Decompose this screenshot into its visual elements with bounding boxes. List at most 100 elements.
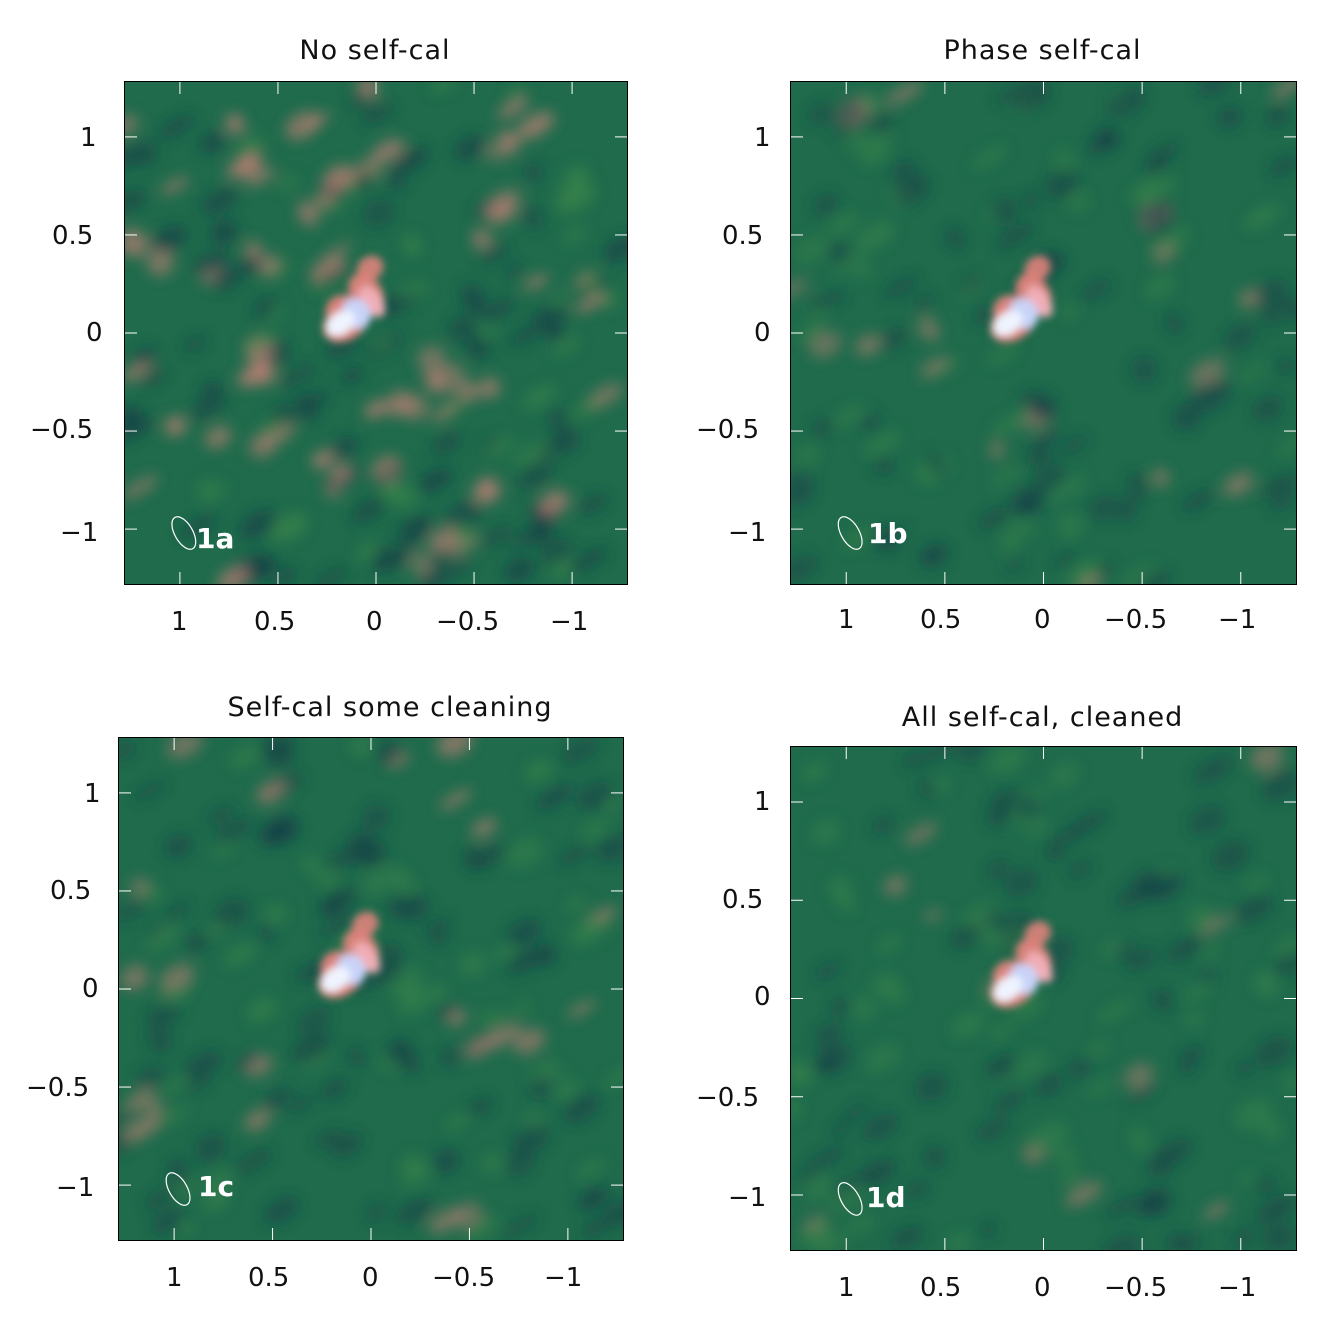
negative-noise-blob [1262,305,1282,326]
negative-noise-blob [815,1022,844,1048]
source-component [326,310,356,337]
negative-noise-blob [1066,1056,1094,1079]
positive-noise-blob [924,908,942,922]
negative-noise-blob [1092,561,1114,578]
negative-noise-blob [307,390,330,407]
negative-noise-blob [354,172,374,191]
negative-noise-blob [361,103,394,125]
negative-noise-blob [1146,200,1172,218]
positive-noise-blob [472,483,492,504]
negative-noise-blob [314,566,348,584]
positive-noise-blob [882,980,906,1005]
panel-title: Phase self-cal [943,35,1142,66]
negative-noise-blob [561,738,600,764]
positive-noise-blob [409,551,435,577]
x-tick-label: 0 [362,1263,379,1293]
positive-noise-blob [513,1028,546,1055]
positive-noise-blob [975,919,996,945]
negative-noise-blob [180,514,218,539]
positive-noise-blob [245,167,276,188]
negative-noise-blob [923,1145,946,1169]
positive-noise-blob [330,463,353,484]
negative-noise-blob [439,1047,459,1068]
negative-noise-blob [871,815,895,835]
positive-noise-blob [959,280,987,299]
negative-noise-blob [1254,1035,1293,1068]
positive-noise-blob [510,442,547,467]
negative-noise-blob [140,368,166,387]
negative-noise-blob [914,1072,948,1102]
negative-noise-blob [890,160,915,179]
negative-noise-blob [977,507,1010,530]
y-tick-label: −0.5 [696,415,760,445]
positive-noise-blob [203,1189,229,1211]
positive-noise-blob [1222,471,1254,497]
negative-noise-blob [506,949,541,975]
positive-noise-blob [1200,944,1219,961]
beam-ellipse [171,516,197,550]
y-tick-label: 0 [82,974,99,1004]
positive-noise-blob [1048,476,1087,502]
positive-noise-blob [516,111,555,140]
negative-noise-blob [396,1197,434,1225]
negative-noise-blob [1139,570,1170,584]
x-tick-label: −0.5 [436,607,500,637]
radio-image-map [124,81,628,585]
negative-noise-blob [506,918,542,947]
positive-noise-blob [855,220,895,251]
positive-noise-blob [883,875,908,896]
negative-noise-blob [808,102,834,126]
x-tick-label: −0.5 [432,1263,496,1293]
negative-noise-blob [504,1149,535,1177]
x-tick-label: −1 [1218,605,1257,635]
negative-noise-blob [151,225,188,254]
positive-noise-blob [945,1233,970,1250]
positive-noise-blob [830,404,866,429]
positive-noise-blob [506,837,543,869]
positive-noise-blob [566,999,596,1019]
tick-marks [119,738,623,1240]
positive-noise-blob [125,114,139,137]
positive-noise-blob [125,360,153,382]
positive-noise-blob [538,490,570,516]
negative-noise-blob [1223,322,1258,350]
negative-noise-blob [1193,755,1233,785]
y-tick-label: −1 [60,518,99,548]
x-tick-label: −0.5 [1104,1273,1168,1303]
noise-field [119,738,623,1240]
negative-noise-blob [1261,769,1296,802]
positive-noise-blob [507,84,527,101]
negative-noise-blob [1019,390,1038,405]
y-tick-label: 0.5 [52,221,94,251]
negative-noise-blob [580,1186,613,1209]
positive-noise-blob [809,331,842,359]
positive-noise-blob [1028,1121,1069,1154]
negative-noise-blob [319,1078,349,1100]
positive-noise-blob [1151,468,1170,487]
positive-noise-blob [452,521,475,547]
negative-noise-blob [330,436,359,460]
negative-noise-blob [1095,126,1116,149]
positive-noise-blob [803,1173,832,1201]
positive-noise-blob [1275,432,1296,457]
panel-label: 1c [198,1170,235,1203]
positive-noise-blob [832,251,868,275]
negative-noise-blob [891,1225,923,1250]
negative-noise-blob [996,223,1035,249]
positive-noise-blob [146,249,175,277]
negative-noise-blob [1070,810,1108,835]
positive-noise-blob [791,1065,818,1088]
panel-label: 1a [196,522,235,555]
negative-noise-blob [1034,1072,1063,1097]
negative-noise-blob [535,784,575,811]
x-tick-label: 1 [171,607,188,637]
positive-noise-blob [247,997,278,1023]
positive-noise-blob [125,475,159,501]
x-tick-label: 1 [838,1273,855,1303]
negative-noise-blob [373,464,405,484]
negative-noise-blob [464,292,487,316]
negative-noise-blob [119,898,150,922]
negative-noise-blob [1034,464,1067,494]
negative-noise-blob [190,394,227,420]
negative-noise-blob [1180,1045,1205,1065]
